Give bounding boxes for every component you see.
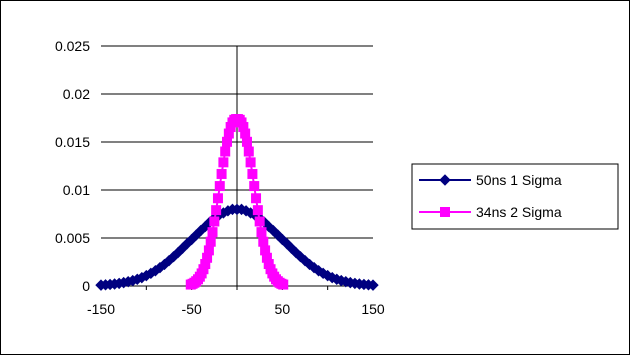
data-point: [241, 136, 252, 147]
data-point: [222, 136, 233, 147]
data-point: [205, 236, 216, 247]
y-tick-label: 0.025: [55, 38, 90, 54]
data-point: [212, 193, 223, 204]
legend-box: [411, 163, 619, 230]
legend-entry-2: 34ns 2 Sigma: [419, 204, 562, 220]
data-point: [251, 193, 262, 204]
legend-label: 50ns 1 Sigma: [476, 172, 562, 188]
data-point: [278, 279, 289, 290]
y-tick-label: 0.005: [55, 230, 90, 246]
legend: 50ns 1 Sigma 34ns 2 Sigma: [411, 163, 619, 230]
data-point: [367, 279, 379, 291]
legend-marker: [439, 174, 451, 186]
data-point: [211, 205, 222, 216]
data-point: [249, 181, 260, 192]
data-point: [214, 181, 225, 192]
data-point: [252, 205, 263, 216]
data-point: [220, 146, 231, 157]
data-point: [207, 227, 218, 238]
legend-marker: [440, 207, 450, 217]
y-tick-label: 0.01: [63, 182, 90, 198]
series-2: [185, 114, 289, 290]
data-point: [216, 168, 227, 179]
legend-entry-1: 50ns 1 Sigma: [419, 172, 562, 188]
y-tick-label: 0: [82, 278, 90, 294]
series-1: [95, 203, 379, 291]
data-point: [245, 157, 256, 168]
axes: 0 0.005 0.01 0.015 0.02 0.025 -150 -50 50 150: [55, 38, 385, 317]
x-tick-label: 150: [361, 301, 385, 317]
data-point: [254, 216, 265, 227]
legend-label: 34ns 2 Sigma: [476, 204, 562, 220]
x-tick-label: -50: [182, 301, 202, 317]
y-tick-label: 0.02: [63, 86, 90, 102]
data-point: [240, 128, 251, 139]
data-point: [218, 157, 229, 168]
data-point: [258, 236, 269, 247]
data-point: [209, 216, 220, 227]
data-point: [247, 168, 258, 179]
y-tick-label: 0.015: [55, 134, 90, 150]
series-layer: [95, 114, 379, 291]
data-point: [203, 245, 214, 256]
data-point: [243, 146, 254, 157]
x-tick-label: -150: [87, 301, 115, 317]
x-tick-label: 50: [275, 301, 291, 317]
data-point: [256, 227, 267, 238]
